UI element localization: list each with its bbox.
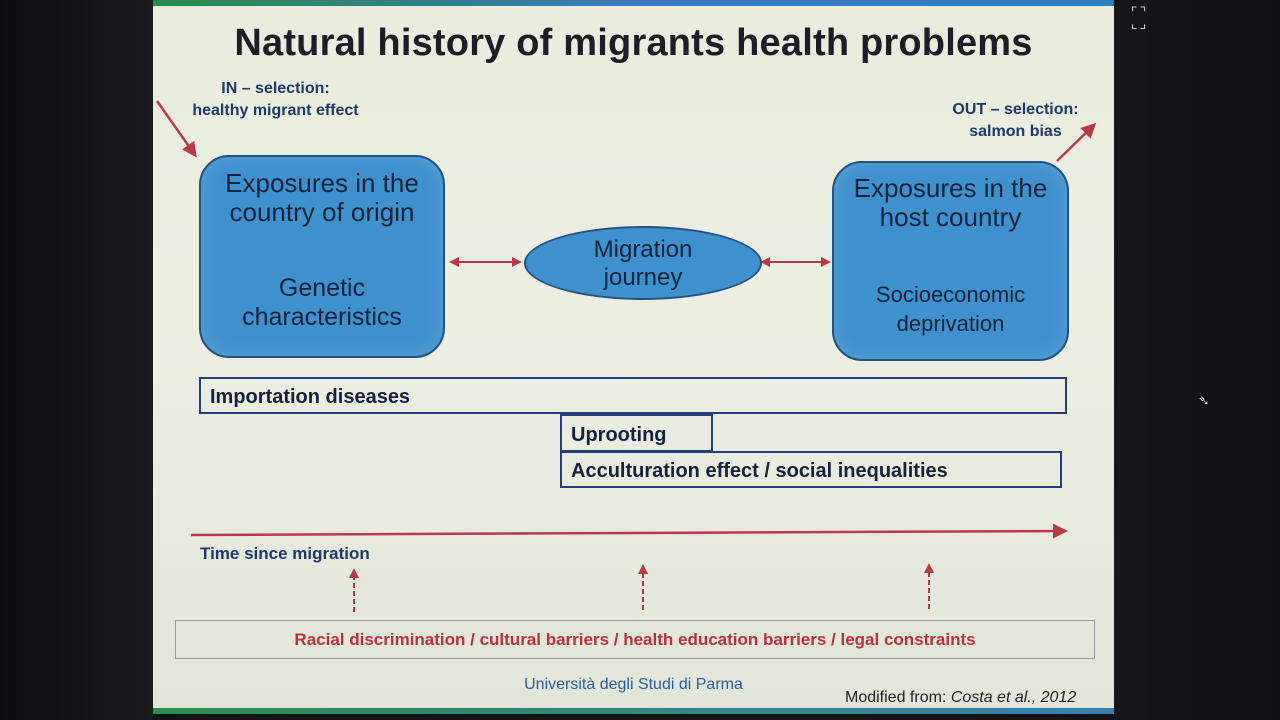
origin-box-heading: Exposures in the country of origin [201,169,443,227]
in-selection-line2: healthy migrant effect [192,102,359,119]
origin-exposures-box: Exposures in the country of origin Genet… [199,155,445,358]
origin-sub-line1: Genetic [278,274,366,302]
out-selection-line2: salmon bias [969,123,1062,140]
in-selection-line1: IN – selection: [221,80,330,97]
time-since-migration-label: Time since migration [200,544,370,563]
slide-title: Natural history of migrants health probl… [234,22,1033,64]
acculturation-bar: Acculturation effect / social inequaliti… [560,451,1062,488]
journey-text: Migration journey [526,236,760,292]
diagram-arrows [155,100,1097,612]
origin-head-line2: country of origin [229,197,415,227]
cursor-icon: ➴ [1198,392,1210,408]
migration-journey-ellipse: Migration journey [524,226,762,300]
in-selection-note: IN – selection: healthy migrant effect [183,78,368,122]
host-head-line2: host country [879,202,1022,232]
host-sub-line2: deprivation [896,311,1005,336]
screen-bezel-left [0,0,153,720]
out-selection-line1: OUT – selection: [952,101,1079,118]
host-exposures-box: Exposures in the host country Socioecono… [832,161,1069,361]
credit-prefix: Modified from: [845,689,951,706]
host-sub-line1: Socioeconomic [875,282,1026,307]
host-box-heading: Exposures in the host country [834,174,1067,232]
slide: Natural history of migrants health probl… [153,0,1114,714]
origin-box-subtext: Genetic characteristics [201,274,443,332]
slide-bottom-bar [153,708,1114,714]
host-box-subtext: Socioeconomic deprivation [834,280,1067,338]
screen-bezel-right [1114,0,1280,720]
origin-sub-line2: characteristics [242,303,402,331]
fullscreen-icon[interactable]: ⌜⌝ ⌞⌟ [1131,4,1149,31]
origin-head-line1: Exposures in the [225,168,419,198]
importation-diseases-bar: Importation diseases [199,377,1067,414]
journey-line2: journey [603,264,683,291]
credit-source: Costa et al., 2012 [950,689,1077,706]
host-head-line1: Exposures in the [853,173,1048,203]
timeline-arrow [190,523,1068,539]
barriers-box: Racial discrimination / cultural barrier… [175,620,1095,659]
out-selection-note: OUT – selection: salmon bias [933,99,1098,143]
slide-top-bar [153,0,1114,6]
university-footer: Università degli Studi di Parma [524,676,743,693]
source-credit: Modified from: Costa et al., 2012 [845,689,1076,707]
out-selection-arrow [1056,122,1097,162]
uprooting-bar: Uprooting [560,414,713,452]
journey-line1: Migration [593,236,693,263]
in-selection-arrow [155,100,197,158]
